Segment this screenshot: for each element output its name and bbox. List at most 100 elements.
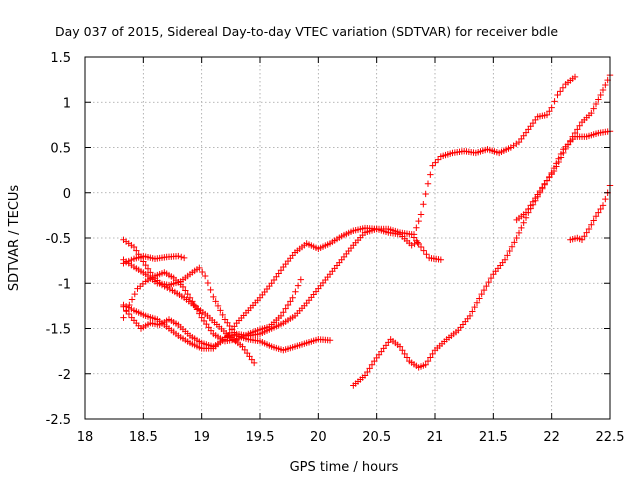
data-point xyxy=(408,242,415,249)
data-point xyxy=(289,294,296,301)
y-tick-label: 0 xyxy=(63,187,71,202)
data-point xyxy=(175,252,182,260)
data-point xyxy=(277,312,285,320)
data-point xyxy=(527,202,534,209)
data-point xyxy=(555,158,562,166)
data-point xyxy=(273,273,280,280)
y-tick-label: -2.5 xyxy=(46,413,71,428)
y-tick-label: -2 xyxy=(58,368,71,383)
data-point xyxy=(588,221,595,228)
data-point xyxy=(588,109,595,117)
data-point xyxy=(595,96,602,103)
data-point xyxy=(469,308,476,315)
data-point xyxy=(592,213,600,220)
series-arc-3 xyxy=(120,256,334,354)
data-point xyxy=(522,209,530,216)
x-tick-label: 22 xyxy=(543,430,560,445)
data-point xyxy=(422,190,429,198)
data-point xyxy=(571,73,579,81)
data-point xyxy=(423,251,430,258)
data-point xyxy=(401,350,408,358)
data-point xyxy=(567,137,574,144)
data-point xyxy=(199,268,206,276)
data-point xyxy=(550,167,558,175)
data-point xyxy=(520,219,527,226)
data-point xyxy=(525,205,532,213)
data-point xyxy=(420,247,427,254)
x-tick-label: 18.5 xyxy=(129,430,158,445)
data-point xyxy=(182,287,189,294)
data-point xyxy=(275,270,282,277)
data-point xyxy=(432,159,439,166)
x-tick-label: 21 xyxy=(427,430,444,445)
data-point xyxy=(284,301,292,309)
data-point xyxy=(471,303,478,311)
data-layer xyxy=(120,71,614,389)
data-point xyxy=(231,323,238,330)
data-point xyxy=(536,187,544,195)
data-point xyxy=(178,253,185,261)
data-point xyxy=(224,319,231,326)
data-point xyxy=(280,309,287,316)
data-point xyxy=(574,126,581,133)
data-point xyxy=(483,282,490,290)
data-point xyxy=(511,239,518,246)
data-point xyxy=(571,129,579,137)
y-tick-label: -0.5 xyxy=(46,232,71,247)
data-point xyxy=(243,349,251,357)
data-point xyxy=(133,247,140,254)
data-point xyxy=(504,252,511,259)
data-point xyxy=(193,306,201,313)
data-point xyxy=(126,301,133,309)
data-point xyxy=(180,254,188,262)
data-point xyxy=(595,209,602,216)
data-point xyxy=(191,302,198,309)
data-point xyxy=(270,276,278,284)
series-arc-6 xyxy=(120,225,445,352)
series-arc-7 xyxy=(350,128,614,389)
data-point xyxy=(434,156,442,163)
data-point xyxy=(250,359,258,367)
data-point xyxy=(326,337,334,344)
data-point xyxy=(179,283,187,291)
data-point xyxy=(399,347,406,354)
data-point xyxy=(196,310,203,317)
data-point xyxy=(241,346,249,354)
data-point xyxy=(515,229,523,237)
data-point xyxy=(420,201,427,208)
data-point xyxy=(599,86,607,94)
data-point xyxy=(478,290,485,298)
data-point xyxy=(576,122,583,129)
data-point xyxy=(125,310,133,318)
x-tick-label: 21.5 xyxy=(479,430,508,445)
data-point xyxy=(532,194,539,202)
data-point xyxy=(287,298,294,305)
data-point xyxy=(204,279,212,287)
data-point xyxy=(417,243,425,251)
data-point xyxy=(551,98,558,105)
y-tick-label: 0.5 xyxy=(50,142,71,157)
data-point xyxy=(560,149,567,157)
chart-title: Day 037 of 2015, Sidereal Day-to-day VTE… xyxy=(55,24,558,39)
data-point xyxy=(214,302,222,310)
data-point xyxy=(590,217,597,224)
data-point xyxy=(131,290,138,298)
data-point xyxy=(297,276,305,283)
y-axis-label: SDTVAR / TECUs xyxy=(7,185,22,292)
data-point xyxy=(564,141,572,148)
data-point xyxy=(144,265,152,272)
data-point xyxy=(292,288,299,295)
data-point xyxy=(518,224,525,232)
x-tick-label: 19 xyxy=(193,430,210,445)
data-point xyxy=(364,368,371,376)
data-point xyxy=(239,343,246,350)
data-point xyxy=(203,320,210,328)
data-point xyxy=(602,195,609,203)
data-point xyxy=(557,154,565,161)
y-tick-label: -1 xyxy=(58,277,71,292)
data-point xyxy=(599,202,607,209)
data-point xyxy=(196,264,203,272)
data-point xyxy=(207,286,214,294)
data-point xyxy=(422,361,429,368)
